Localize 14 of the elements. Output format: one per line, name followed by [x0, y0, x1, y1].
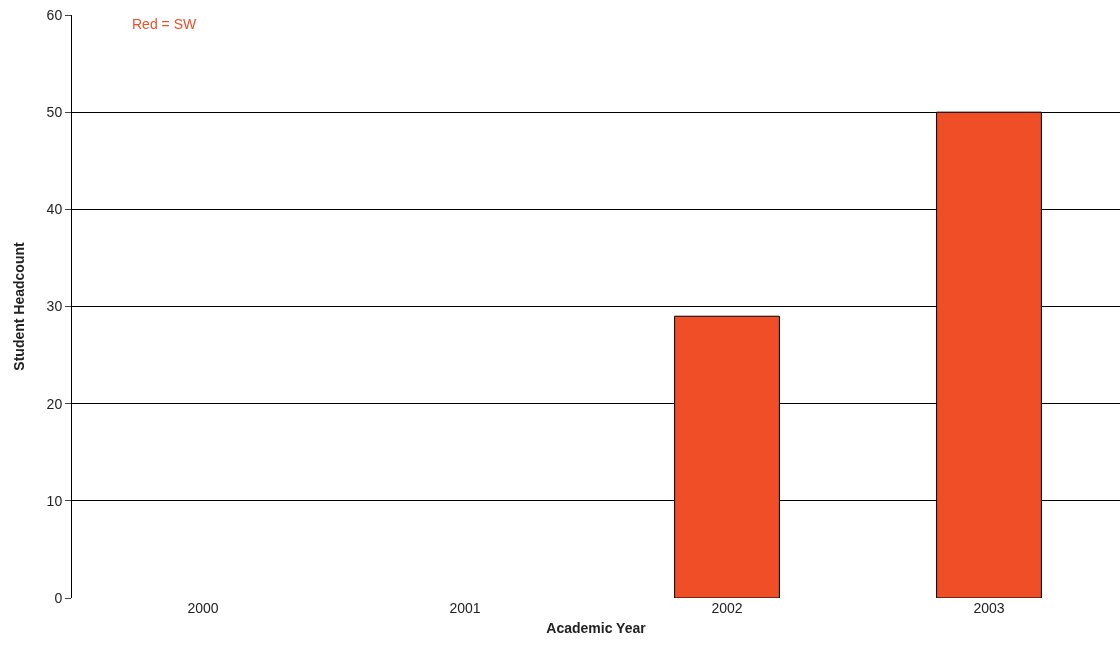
annotation: Red = SW	[132, 16, 197, 32]
x-tick-label: 2002	[711, 600, 743, 616]
y-tick-label: 60	[46, 6, 63, 23]
x-tick-label: 2003	[973, 600, 1005, 616]
x-tick-label: 2001	[449, 600, 481, 616]
x-tick-label: 2000	[187, 600, 219, 616]
y-tick-label: 50	[46, 104, 63, 121]
y-axis-title: Student Headcount	[11, 242, 28, 371]
y-tick-label: 20	[46, 395, 63, 412]
x-axis-title: Academic Year	[546, 620, 647, 637]
y-tick-label: 0	[54, 589, 63, 606]
y-tick-label: 30	[46, 298, 63, 315]
y-tick-label: 10	[46, 492, 63, 509]
y-tick-label: 40	[46, 201, 63, 218]
